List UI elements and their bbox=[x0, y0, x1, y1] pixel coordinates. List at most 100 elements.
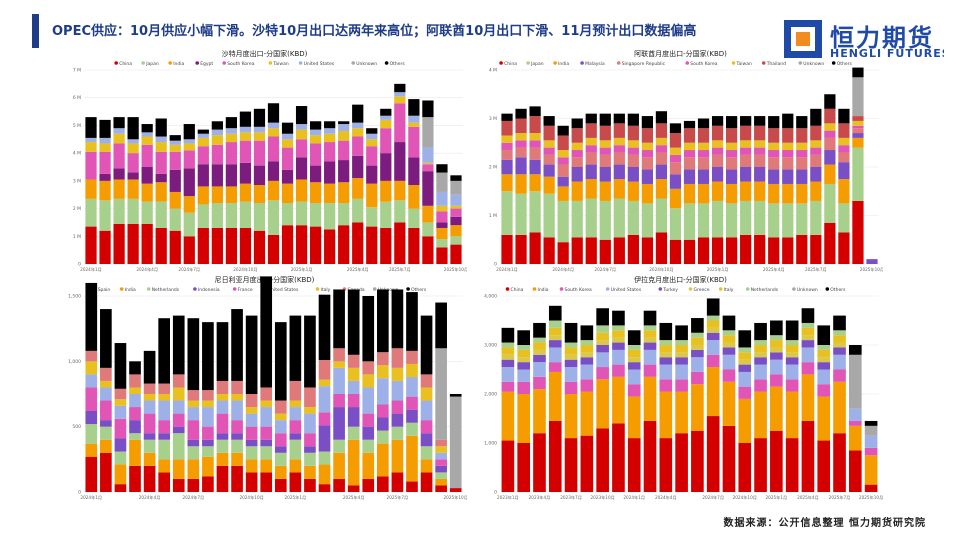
bar-segment-indonesia bbox=[216, 433, 229, 440]
bar-segment-india bbox=[852, 137, 864, 148]
bar-segment-others bbox=[216, 322, 229, 381]
bar-segment-malaysia bbox=[824, 150, 836, 165]
bar-segment-italy bbox=[754, 345, 767, 353]
bar-segment-italy bbox=[318, 379, 331, 387]
bar-segment-china bbox=[785, 438, 799, 492]
bar-segment-china bbox=[450, 244, 462, 264]
bar-segment-taiwan bbox=[838, 137, 850, 146]
bar-segment-south-korea bbox=[738, 386, 752, 399]
bar-segment-united-states bbox=[304, 413, 316, 434]
bar-segment-japan bbox=[711, 200, 724, 238]
bar-segment-italy bbox=[533, 342, 546, 350]
bar-segment-spain bbox=[85, 456, 98, 492]
x-tick-label: 2024年1月 bbox=[80, 494, 102, 501]
bar-segment-india bbox=[669, 188, 682, 209]
bar-segment-united-states bbox=[391, 380, 404, 401]
legend-label: South Korea bbox=[227, 61, 255, 67]
bar-segment-turkey bbox=[706, 332, 720, 341]
bar-segment-south-korea bbox=[211, 144, 223, 165]
chart-title: 阿联酋月度出口-分国家(KBD) bbox=[634, 49, 727, 58]
bar-segment-united-states bbox=[141, 132, 153, 137]
bar-segment-united-states bbox=[754, 364, 767, 380]
bar-segment-united-states bbox=[187, 407, 200, 421]
bar-segment-china bbox=[580, 435, 594, 492]
y-tick-label: 2 M bbox=[73, 206, 81, 212]
y-tick-label: 1,000 bbox=[484, 441, 497, 447]
bar-segment-south-korea bbox=[706, 354, 720, 368]
bar-segment-malaysia bbox=[866, 259, 878, 264]
bar-segment-china bbox=[501, 440, 515, 492]
bar-segment-south-korea bbox=[613, 145, 625, 153]
bar-segment-taiwan bbox=[571, 142, 583, 151]
bar-segment-netherlands bbox=[580, 340, 594, 345]
bar-segment-italy bbox=[216, 394, 229, 401]
bar-segment-united-states bbox=[517, 369, 531, 382]
bar-segment-south-korea bbox=[450, 208, 462, 217]
bar-segment-others bbox=[143, 350, 156, 384]
bar-segment-singapore-republic bbox=[543, 154, 555, 165]
bar-segment-united-states bbox=[318, 386, 331, 413]
bar-segment-greece bbox=[722, 342, 736, 348]
bar-segment-canada bbox=[187, 390, 200, 401]
bar-segment-united-states bbox=[533, 362, 546, 377]
bar-segment-china bbox=[627, 438, 641, 492]
bar-segment-japan bbox=[529, 191, 541, 233]
bar-segment-turkey bbox=[517, 362, 531, 370]
bar-segment-netherlands bbox=[801, 322, 815, 328]
bar-segment-india bbox=[202, 456, 214, 477]
bar-segment-south-korea bbox=[352, 136, 364, 156]
bar-segment-south-korea bbox=[394, 103, 406, 143]
bar-segment-indonesia bbox=[274, 446, 287, 453]
y-tick-label: 4,000 bbox=[484, 294, 497, 300]
bar-segment-greece bbox=[801, 335, 815, 341]
bar-segment-china bbox=[655, 232, 668, 264]
bar-segment-indonesia bbox=[304, 446, 316, 453]
bar-segment-india bbox=[318, 464, 331, 485]
bar-segment-india bbox=[420, 459, 433, 473]
bar-segment-indonesia bbox=[260, 439, 273, 447]
bar-segment-egypt bbox=[366, 165, 378, 184]
bar-segment-netherlands bbox=[391, 426, 404, 440]
bar-segment-china bbox=[770, 430, 783, 492]
bar-segment-unknown bbox=[852, 77, 864, 117]
bar-segment-south-korea bbox=[580, 379, 594, 392]
bar-segment-china bbox=[183, 236, 195, 264]
bar-segment-japan bbox=[796, 203, 808, 235]
bar-segment-others bbox=[114, 343, 127, 389]
bar-segment-others bbox=[420, 315, 433, 375]
bar-segment-china bbox=[253, 230, 266, 264]
title-accent-bar bbox=[32, 14, 39, 48]
bar-segment-united-states bbox=[706, 340, 720, 355]
x-tick-label: 2023年10月 bbox=[590, 494, 614, 501]
bar-segment-taiwan bbox=[380, 119, 392, 129]
bar-segment-south-korea bbox=[169, 151, 181, 170]
bar-segment-china bbox=[810, 234, 822, 264]
x-tick-label: 2024年7月 bbox=[182, 494, 204, 501]
bar-segment-netherlands bbox=[706, 315, 720, 321]
bar-segment-canada bbox=[318, 360, 331, 380]
bar-segment-singapore-republic bbox=[501, 150, 513, 160]
bar-segment-south-korea bbox=[612, 364, 625, 377]
bar-segment-thailand bbox=[571, 128, 583, 143]
bar-segment-china bbox=[141, 223, 153, 264]
bar-segment-netherlands bbox=[722, 330, 736, 336]
bar-segment-greece bbox=[564, 354, 578, 360]
legend-label: Others bbox=[390, 61, 406, 67]
legend-swatch-singapore-republic bbox=[616, 61, 621, 65]
bar-segment-united-states bbox=[738, 371, 752, 387]
bar-segment-italy bbox=[706, 320, 720, 328]
bar-segment-japan bbox=[436, 239, 448, 248]
bar-segment-italy bbox=[260, 400, 273, 408]
bar-segment-spain bbox=[231, 465, 243, 492]
bar-segment-others bbox=[100, 309, 112, 368]
bar-segment-south-korea bbox=[627, 147, 639, 155]
bar-segment-thailand bbox=[824, 108, 836, 124]
bar-segment-others bbox=[782, 113, 794, 129]
legend-swatch-others bbox=[831, 61, 836, 65]
bar-segment-south-korea bbox=[380, 128, 392, 154]
bar-segment-taiwan bbox=[267, 128, 280, 137]
x-tick-label: 2025年7月 bbox=[387, 494, 409, 501]
bar-segment-spain bbox=[260, 472, 273, 492]
bar-segment-others bbox=[580, 325, 594, 341]
y-tick-label: 7 M bbox=[73, 68, 81, 74]
